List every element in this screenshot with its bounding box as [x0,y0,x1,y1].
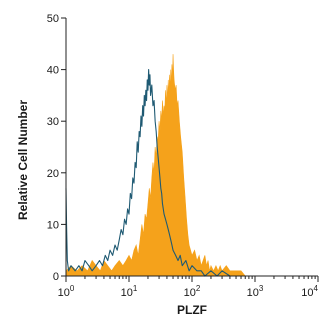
x-tick-label: 101 [121,284,138,299]
x-axis-label: PLZF [177,303,207,317]
y-tick-label: 0 [53,271,59,283]
y-tick-label: 40 [47,65,59,77]
x-tick-label: 102 [184,284,201,299]
axes [65,18,318,277]
x-ticks: 100 101 102 103 104 [58,276,319,299]
histogram-filled-series [65,54,255,277]
histogram-outline-series [65,69,255,277]
y-tick-label: 10 [47,219,59,231]
y-ticks: 0 10 20 30 40 50 [47,13,66,283]
y-tick-label: 20 [47,168,59,180]
x-tick-label: 103 [247,284,264,299]
plot-series [65,54,255,277]
y-axis-label: Relative Cell Number [16,100,30,220]
y-tick-label: 30 [47,116,59,128]
x-tick-label: 104 [301,284,318,299]
x-tick-label: 100 [58,284,75,299]
y-tick-label: 50 [47,13,59,25]
